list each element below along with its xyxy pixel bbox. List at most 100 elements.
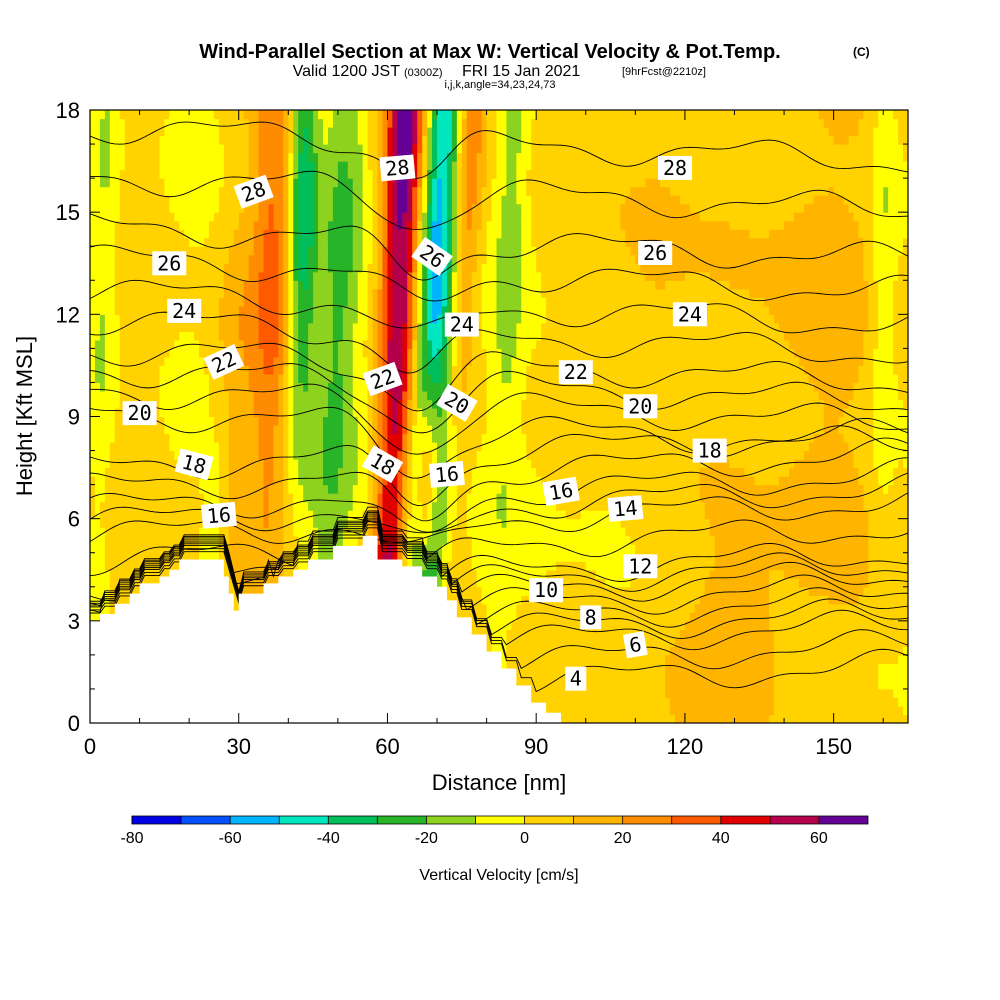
- velocity-cell: [104, 203, 111, 213]
- velocity-cell: [199, 390, 205, 401]
- velocity-cell: [412, 280, 418, 290]
- velocity-cell: [367, 110, 374, 120]
- velocity-cell: [402, 459, 408, 469]
- velocity-cell: [427, 288, 433, 298]
- velocity-cell: [352, 246, 359, 256]
- velocity-cell: [273, 416, 279, 426]
- velocity-cell: [248, 339, 255, 349]
- velocity-cell: [407, 297, 413, 307]
- velocity-cell: [407, 382, 413, 392]
- velocity-cell: [402, 297, 408, 307]
- velocity-cell: [283, 399, 289, 409]
- velocity-cell: [114, 220, 121, 230]
- velocity-cell: [323, 433, 329, 443]
- velocity-cell: [362, 203, 369, 213]
- velocity-cell: [90, 144, 96, 154]
- velocity-cell: [258, 416, 265, 426]
- velocity-cell: [357, 229, 364, 239]
- velocity-cell: [189, 373, 195, 384]
- velocity-cell: [114, 510, 121, 520]
- velocity-cell: [99, 280, 106, 290]
- velocity-cell: [308, 169, 314, 179]
- velocity-cell: [347, 450, 354, 460]
- velocity-cell: [213, 152, 220, 162]
- velocity-cell: [253, 161, 260, 171]
- velocity-cell: [243, 442, 250, 452]
- velocity-cell: [184, 518, 190, 528]
- velocity-cell: [228, 552, 235, 562]
- velocity-cell: [213, 450, 220, 460]
- velocity-cell: [213, 220, 220, 230]
- velocity-cell: [342, 152, 349, 162]
- velocity-cell: [392, 331, 398, 341]
- velocity-cell: [94, 459, 101, 469]
- velocity-cell: [308, 390, 314, 401]
- velocity-cell: [213, 399, 220, 409]
- velocity-cell: [288, 356, 294, 367]
- velocity-cell: [323, 339, 329, 349]
- velocity-cell: [318, 348, 324, 358]
- velocity-cell: [248, 127, 255, 137]
- velocity-cell: [184, 356, 190, 367]
- velocity-cell: [233, 501, 240, 511]
- velocity-cell: [218, 339, 225, 349]
- velocity-cell: [337, 390, 344, 401]
- velocity-cell: [218, 322, 225, 332]
- velocity-cell: [362, 186, 369, 196]
- velocity-cell: [149, 476, 156, 486]
- velocity-cell: [337, 493, 344, 503]
- velocity-cell: [263, 501, 270, 511]
- velocity-cell: [90, 280, 96, 290]
- velocity-cell: [208, 212, 215, 222]
- velocity-cell: [124, 169, 131, 179]
- velocity-cell: [228, 135, 235, 145]
- velocity-cell: [298, 161, 304, 171]
- velocity-cell: [174, 169, 180, 179]
- velocity-cell: [308, 246, 314, 256]
- velocity-cell: [253, 518, 260, 528]
- velocity-cell: [417, 229, 423, 239]
- velocity-cell: [144, 467, 151, 477]
- velocity-cell: [238, 127, 245, 137]
- velocity-cell: [422, 450, 428, 460]
- velocity-cell: [238, 220, 245, 230]
- velocity-cell: [327, 527, 334, 537]
- velocity-cell: [412, 416, 418, 426]
- velocity-cell: [248, 348, 255, 358]
- velocity-cell: [174, 229, 180, 239]
- velocity-cell: [194, 493, 200, 503]
- velocity-cell: [293, 305, 299, 315]
- velocity-cell: [293, 484, 299, 494]
- velocity-cell: [367, 220, 374, 230]
- velocity-cell: [268, 450, 275, 460]
- velocity-cell: [184, 135, 190, 145]
- velocity-cell: [268, 297, 275, 307]
- velocity-cell: [412, 271, 418, 281]
- velocity-cell: [332, 365, 339, 375]
- velocity-cell: [427, 365, 433, 375]
- velocity-cell: [119, 110, 126, 120]
- velocity-cell: [94, 314, 101, 324]
- velocity-cell: [238, 314, 245, 324]
- velocity-cell: [357, 220, 364, 230]
- velocity-cell: [243, 552, 250, 562]
- velocity-cell: [367, 433, 374, 443]
- velocity-cell: [417, 178, 423, 188]
- velocity-cell: [223, 178, 230, 188]
- velocity-cell: [298, 305, 304, 315]
- velocity-cell: [323, 527, 329, 537]
- velocity-cell: [119, 118, 126, 128]
- velocity-cell: [288, 348, 294, 358]
- velocity-cell: [124, 450, 131, 460]
- velocity-cell: [263, 246, 270, 256]
- velocity-cell: [179, 484, 185, 494]
- velocity-cell: [382, 186, 389, 196]
- velocity-cell: [357, 110, 364, 120]
- velocity-cell: [412, 135, 418, 145]
- velocity-cell: [427, 305, 433, 315]
- velocity-cell: [298, 237, 304, 247]
- velocity-cell: [94, 305, 101, 315]
- velocity-cell: [278, 220, 284, 230]
- velocity-cell: [179, 365, 185, 375]
- velocity-cell: [238, 322, 245, 332]
